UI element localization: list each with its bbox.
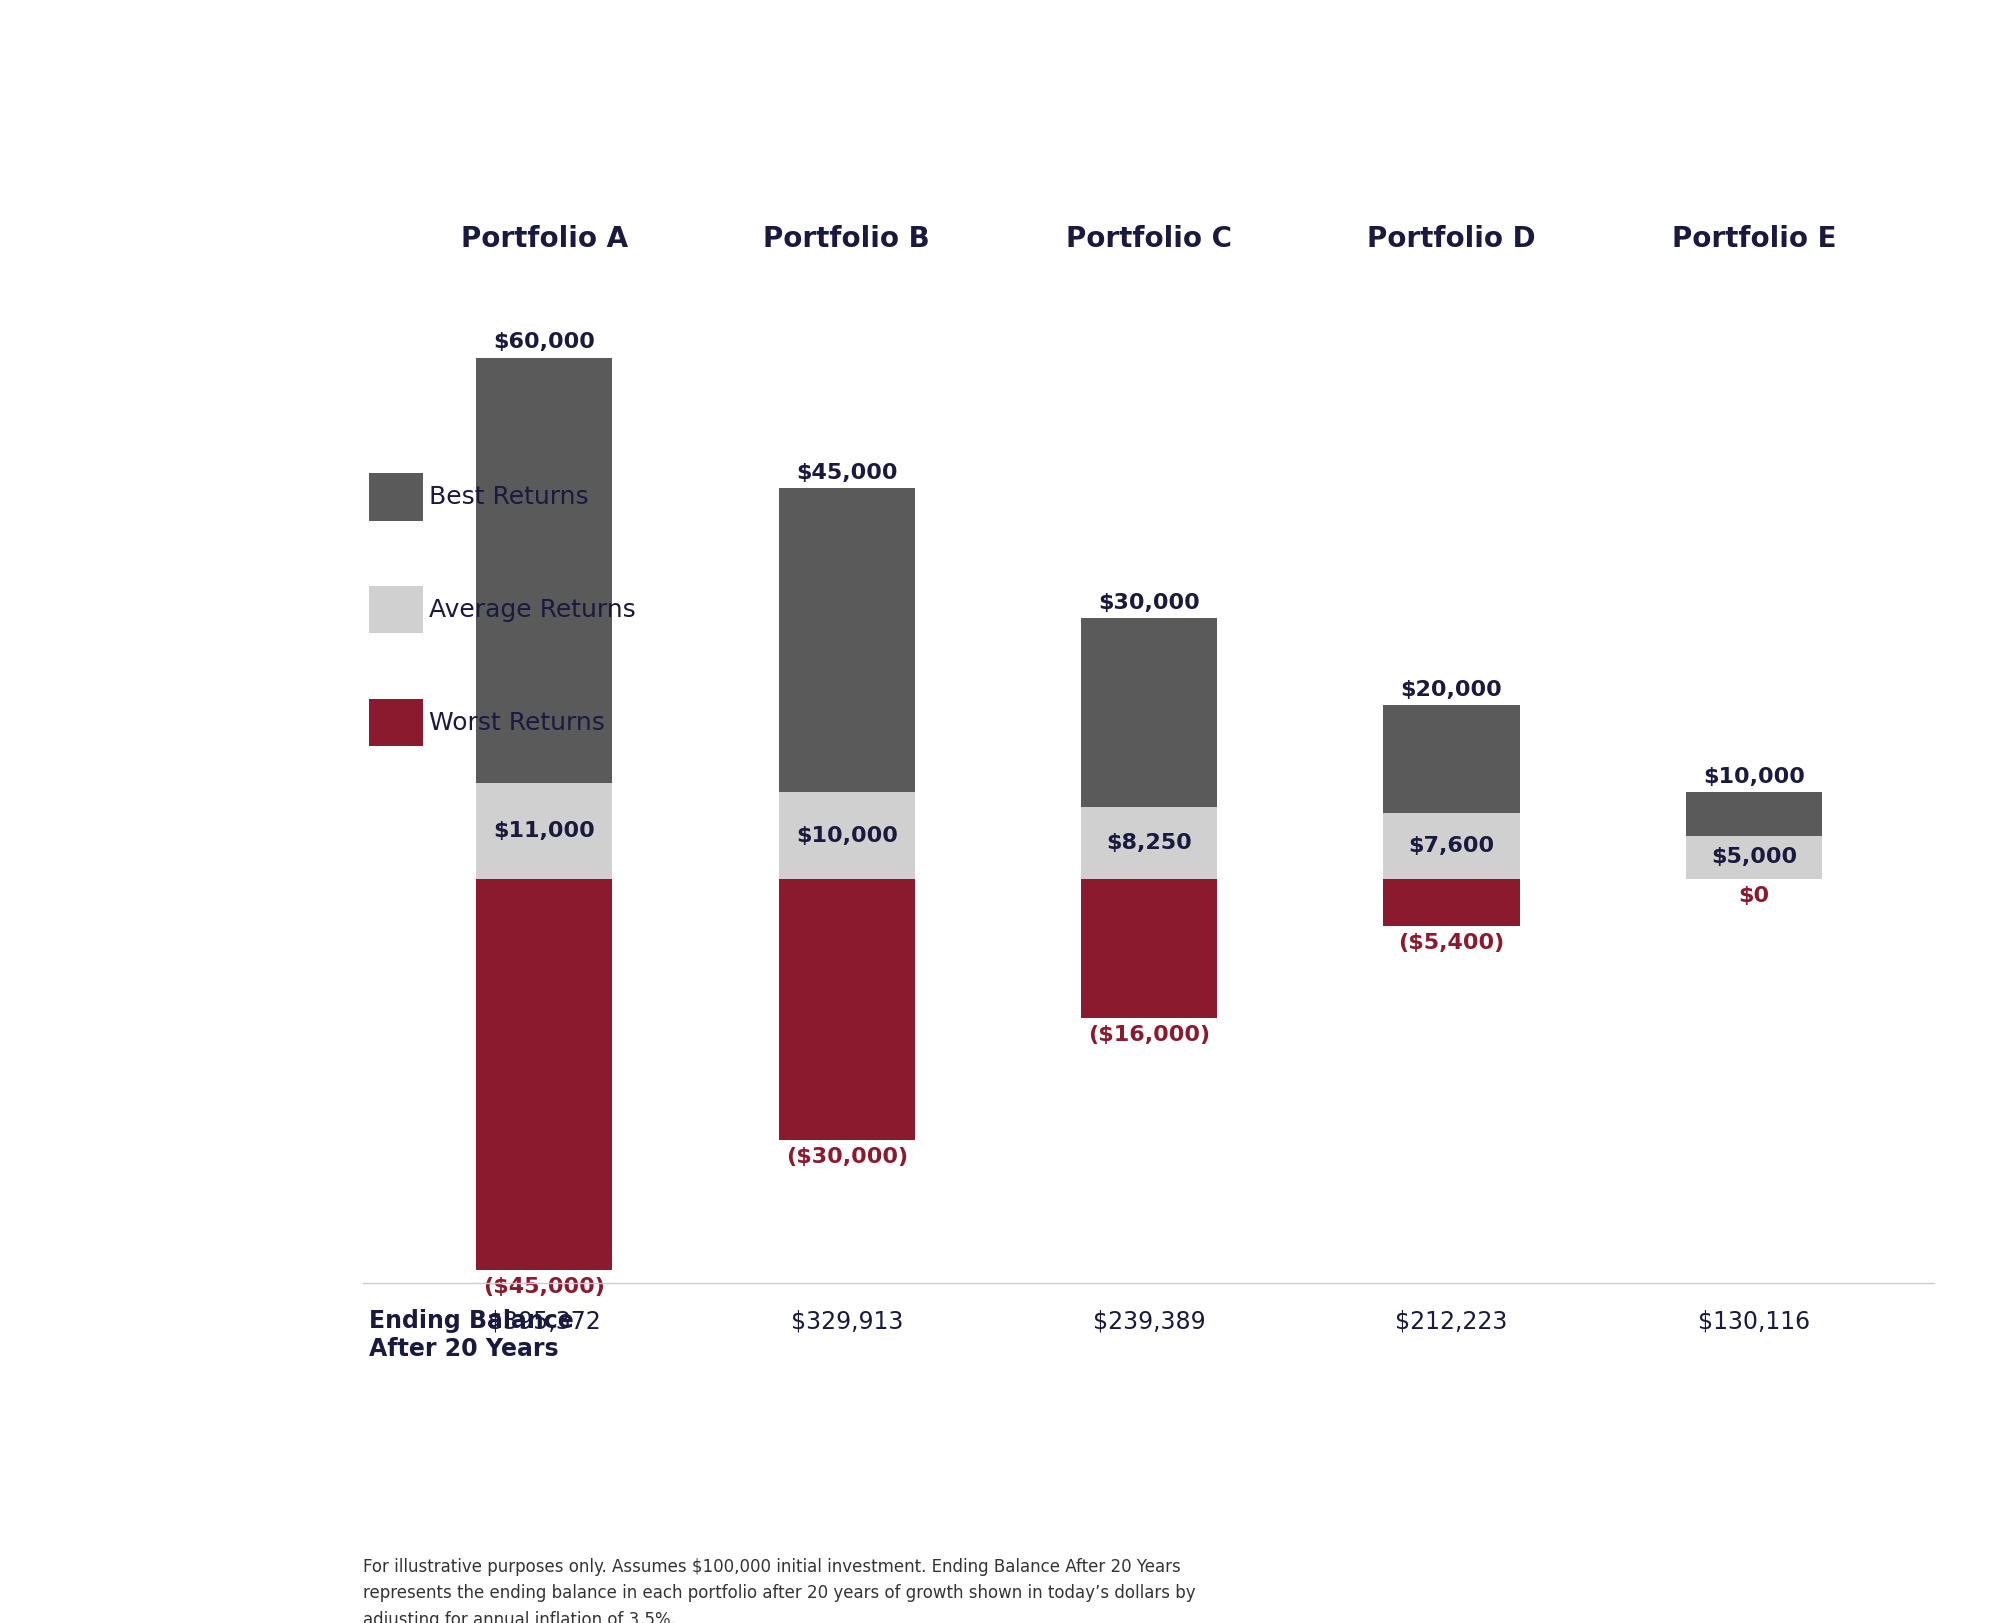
Text: Portfolio E: Portfolio E xyxy=(1671,226,1837,253)
Bar xyxy=(1081,807,1218,880)
Text: $239,389: $239,389 xyxy=(1093,1310,1206,1332)
Text: Ending Balance
After 20 Years: Ending Balance After 20 Years xyxy=(369,1310,575,1362)
Text: $7,600: $7,600 xyxy=(1409,836,1494,855)
Text: For illustrative purposes only. Assumes $100,000 initial investment. Ending Bala: For illustrative purposes only. Assumes … xyxy=(363,1558,1195,1623)
FancyBboxPatch shape xyxy=(369,472,423,521)
Bar xyxy=(778,880,915,1139)
Text: ($45,000): ($45,000) xyxy=(484,1277,605,1297)
Bar xyxy=(476,784,613,880)
Text: $329,913: $329,913 xyxy=(790,1310,903,1332)
Text: ($16,000): ($16,000) xyxy=(1089,1026,1210,1045)
Text: $8,250: $8,250 xyxy=(1107,833,1191,854)
Text: $0: $0 xyxy=(1738,886,1770,906)
Text: Best Returns: Best Returns xyxy=(429,485,589,508)
Bar xyxy=(1081,618,1218,807)
Text: ($30,000): ($30,000) xyxy=(786,1146,907,1167)
Text: Portfolio A: Portfolio A xyxy=(462,226,627,253)
Bar xyxy=(476,880,613,1271)
FancyBboxPatch shape xyxy=(369,586,423,633)
Bar xyxy=(1383,704,1520,813)
Bar xyxy=(1685,836,1822,880)
Text: $30,000: $30,000 xyxy=(1099,592,1200,613)
Text: $20,000: $20,000 xyxy=(1401,680,1502,700)
Text: Worst Returns: Worst Returns xyxy=(429,711,605,735)
Bar xyxy=(476,357,613,784)
Text: $130,116: $130,116 xyxy=(1697,1310,1810,1332)
Text: Portfolio C: Portfolio C xyxy=(1066,226,1232,253)
Bar xyxy=(778,489,915,792)
Text: $395,372: $395,372 xyxy=(488,1310,601,1332)
Bar xyxy=(1383,880,1520,925)
Text: ($5,400): ($5,400) xyxy=(1399,933,1504,953)
Text: $10,000: $10,000 xyxy=(796,826,897,846)
Text: Average Returns: Average Returns xyxy=(429,597,637,622)
Text: $11,000: $11,000 xyxy=(494,821,595,841)
Text: Portfolio B: Portfolio B xyxy=(764,226,929,253)
Text: $212,223: $212,223 xyxy=(1395,1310,1508,1332)
Bar xyxy=(1685,792,1822,836)
Text: $5,000: $5,000 xyxy=(1712,847,1796,867)
Bar xyxy=(1081,880,1218,1018)
Text: $10,000: $10,000 xyxy=(1704,766,1804,787)
Text: Portfolio D: Portfolio D xyxy=(1367,226,1536,253)
Bar xyxy=(1383,813,1520,880)
Text: $45,000: $45,000 xyxy=(796,463,897,482)
Text: $60,000: $60,000 xyxy=(494,333,595,352)
Bar xyxy=(778,792,915,880)
FancyBboxPatch shape xyxy=(369,698,423,747)
